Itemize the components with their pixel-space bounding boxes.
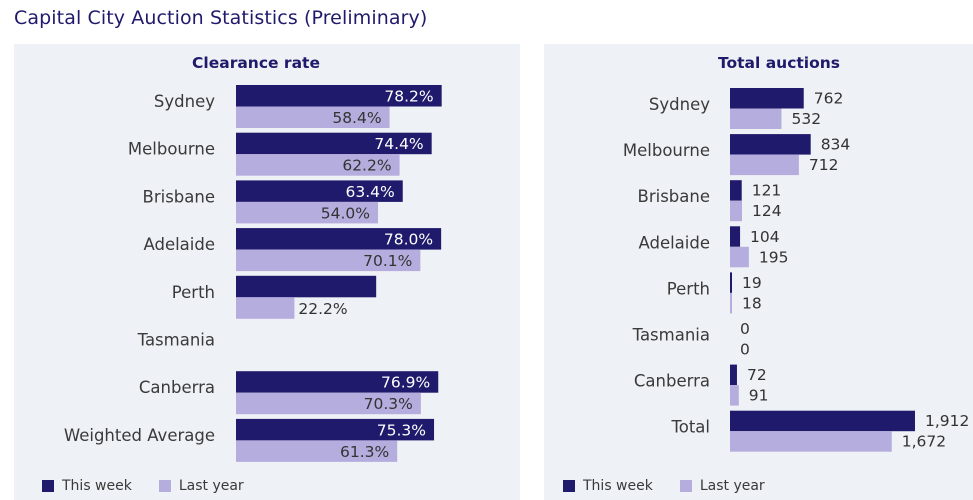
data-label-canberra-this-week: 72 (747, 366, 767, 384)
clearance-rate-legend: This week Last year (42, 476, 271, 496)
data-label-adelaide-last-year: 195 (759, 248, 789, 266)
bar-adelaide-last-year (236, 249, 421, 272)
bar-adelaide-this-week (730, 226, 741, 247)
data-label-melbourne-last-year: 62.2% (342, 157, 391, 175)
category-label-total: Total (670, 418, 710, 437)
legend-label-last-year: Last year (699, 478, 765, 494)
data-label-tasmania-last-year: 0 (740, 341, 750, 359)
bar-perth-last-year (730, 292, 732, 314)
bar-adelaide-last-year (730, 246, 749, 268)
data-label-weighted-average-this-week: 75.3% (377, 421, 426, 439)
legend-label-last-year: Last year (178, 478, 244, 494)
data-label-melbourne-this-week: 834 (821, 136, 851, 154)
chart-title: Total auctions (718, 54, 840, 72)
data-label-perth-last-year: 22.2% (298, 300, 347, 318)
category-label-adelaide: Adelaide (143, 235, 215, 254)
bar-melbourne-this-week (236, 132, 432, 155)
data-label-perth-last-year: 18 (742, 294, 762, 312)
data-label-sydney-this-week: 762 (814, 90, 844, 108)
bar-perth-this-week (236, 275, 377, 298)
category-label-tasmania: Tasmania (137, 331, 215, 350)
bar-perth-this-week (730, 272, 732, 293)
category-label-sydney: Sydney (649, 95, 710, 114)
bar-brisbane-this-week (236, 180, 403, 202)
data-label-brisbane-last-year: 54.0% (321, 204, 370, 222)
legend-item-last-year: Last year (679, 478, 765, 494)
bar-brisbane-last-year (730, 200, 742, 222)
bar-brisbane-last-year (236, 201, 379, 224)
data-label-canberra-this-week: 76.9% (381, 374, 430, 392)
data-label-canberra-last-year: 70.3% (364, 395, 413, 413)
data-label-melbourne-last-year: 712 (809, 156, 839, 174)
bar-sydney-this-week (236, 85, 442, 107)
bar-canberra-last-year (730, 385, 739, 406)
legend-item-last-year: Last year (158, 478, 244, 494)
category-label-weighted-average: Weighted Average (64, 426, 215, 445)
category-label-canberra: Canberra (139, 378, 215, 397)
data-label-sydney-this-week: 78.2% (384, 88, 433, 106)
category-label-perth: Perth (667, 279, 710, 298)
category-label-melbourne: Melbourne (128, 140, 215, 159)
bar-weighted-average-this-week (236, 418, 435, 441)
category-label-brisbane: Brisbane (638, 187, 710, 206)
data-label-sydney-last-year: 58.4% (332, 109, 381, 127)
total-auctions-chart: Total auctions Sydney 762 532 Melbourne 834 71… (623, 54, 969, 452)
data-label-sydney-last-year: 532 (791, 110, 821, 128)
category-label-adelaide: Adelaide (638, 233, 710, 252)
data-label-canberra-last-year: 91 (749, 387, 769, 405)
bar-adelaide-this-week (236, 228, 442, 250)
category-label-sydney: Sydney (154, 92, 215, 111)
clearance-rate-panel: Clearance rate Sydney 78.2% 58.4% Melbourne 7… (14, 44, 520, 500)
legend-swatch-this-week (42, 480, 54, 492)
bar-canberra-last-year (236, 392, 421, 415)
legend-label-this-week: This week (62, 478, 132, 494)
data-label-perth-this-week: 19 (742, 274, 762, 292)
category-label-perth: Perth (172, 283, 215, 302)
category-label-tasmania: Tasmania (632, 326, 710, 345)
data-label-total-this-week: 1,912 (925, 412, 969, 430)
page-title: Capital City Auction Statistics (Prelimi… (14, 7, 428, 29)
legend-item-this-week: This week (42, 478, 132, 494)
clearance-rate-chart: Clearance rate Sydney 78.2%58.4% Melbourne 7… (64, 54, 442, 462)
data-label-melbourne-this-week: 74.4% (374, 135, 423, 153)
data-label-adelaide-this-week: 78.0% (384, 231, 433, 249)
data-label-brisbane-this-week: 63.4% (345, 183, 394, 201)
bar-canberra-this-week (236, 371, 439, 393)
data-label-adelaide-last-year: 70.1% (363, 252, 412, 270)
legend-swatch-last-year (679, 480, 692, 492)
bar-brisbane-this-week (730, 180, 742, 201)
legend-label-this-week: This week (583, 478, 653, 494)
chart-title: Clearance rate (192, 54, 320, 72)
total-auctions-panel: Total auctions Sydney 762 532 Melbourne 834 71… (544, 44, 973, 500)
legend-swatch-last-year (158, 480, 171, 492)
total-auctions-legend: This week Last year (563, 476, 792, 496)
data-label-brisbane-last-year: 124 (752, 202, 782, 220)
legend-swatch-this-week (563, 480, 575, 492)
bar-sydney-last-year (236, 106, 390, 128)
data-label-adelaide-this-week: 104 (750, 228, 780, 246)
category-label-canberra: Canberra (634, 372, 710, 391)
data-label-tasmania-this-week: 0 (740, 320, 750, 338)
category-label-brisbane: Brisbane (143, 187, 215, 206)
bar-melbourne-last-year (236, 154, 400, 176)
data-label-weighted-average-last-year: 61.3% (340, 443, 389, 461)
bar-sydney-last-year (730, 108, 782, 129)
data-label-brisbane-this-week: 121 (752, 182, 782, 200)
bar-canberra-this-week (730, 364, 737, 386)
bar-weighted-average-last-year (236, 440, 398, 462)
legend-item-this-week: This week (563, 478, 653, 494)
bar-melbourne-last-year (730, 154, 799, 176)
bar-total-this-week (730, 410, 915, 432)
bar-sydney-this-week (730, 88, 804, 109)
data-label-total-last-year: 1,672 (902, 433, 946, 451)
category-label-melbourne: Melbourne (623, 141, 710, 160)
bar-total-last-year (730, 431, 892, 452)
bar-melbourne-this-week (730, 134, 811, 155)
bar-perth-last-year (236, 297, 295, 319)
